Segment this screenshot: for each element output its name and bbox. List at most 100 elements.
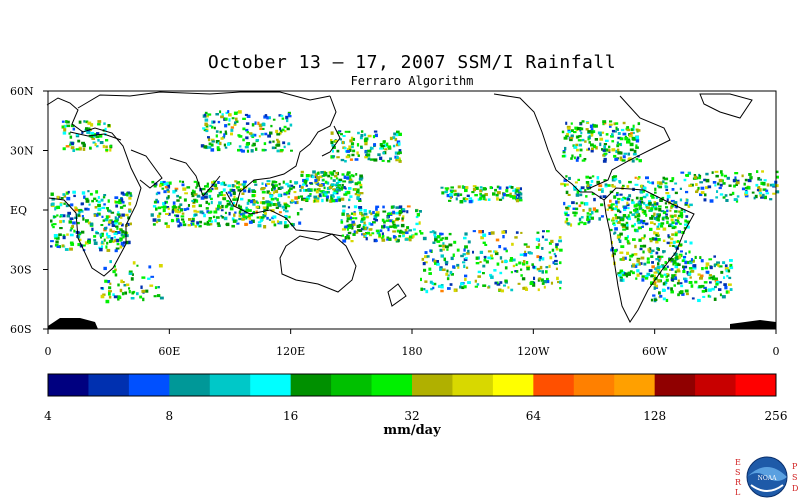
rain-pixel — [638, 205, 642, 208]
rain-pixel — [446, 248, 449, 251]
rain-pixel — [210, 148, 215, 152]
rain-pixel — [340, 158, 345, 162]
rain-pixel — [180, 208, 184, 212]
rain-pixel — [438, 244, 442, 248]
rain-pixel — [63, 125, 67, 128]
rain-pixel — [657, 265, 661, 269]
rain-pixel — [603, 179, 607, 182]
rain-pixel — [482, 284, 487, 287]
rain-pixel — [408, 238, 412, 242]
rain-pixel — [661, 196, 665, 200]
rain-pixel — [174, 187, 179, 190]
rain-pixel — [433, 233, 436, 237]
rain-pixel — [277, 193, 281, 198]
rain-pixel — [641, 210, 645, 213]
rain-pixel — [387, 160, 391, 163]
rain-pixel — [100, 232, 104, 236]
rain-pixel — [618, 239, 622, 244]
rain-pixel — [648, 200, 652, 203]
rain-pixel — [335, 177, 339, 180]
rain-pixel — [573, 131, 577, 134]
rain-pixel — [78, 210, 81, 214]
rain-pixel — [699, 181, 704, 184]
rain-pixel — [729, 259, 733, 262]
rain-pixel — [540, 278, 544, 282]
rain-pixel — [220, 209, 224, 212]
rain-pixel — [680, 171, 685, 174]
rain-pixel — [578, 143, 583, 147]
rain-pixel — [736, 179, 740, 183]
rain-pixel — [499, 256, 503, 260]
rain-pixel — [552, 261, 555, 265]
rain-pixel — [78, 120, 82, 124]
rain-pixel — [726, 176, 730, 180]
rain-pixel — [333, 174, 338, 178]
rain-pixel — [587, 131, 590, 135]
rain-pixel — [300, 186, 304, 189]
rain-pixel — [482, 264, 486, 268]
rain-pixel — [411, 235, 414, 239]
rain-pixel — [93, 241, 98, 245]
rain-pixel — [472, 230, 476, 233]
rain-pixel — [420, 232, 424, 235]
rain-pixel — [330, 139, 333, 142]
rain-pixel — [511, 242, 514, 246]
rain-pixel — [548, 264, 551, 268]
rain-pixel — [642, 190, 645, 193]
rain-pixel — [119, 206, 124, 209]
rain-pixel — [549, 256, 553, 260]
rain-pixel — [261, 122, 266, 127]
rain-pixel — [679, 282, 683, 285]
rain-pixel — [709, 199, 714, 203]
rain-pixel — [685, 292, 689, 296]
rain-pixel — [436, 235, 441, 239]
rain-pixel — [577, 139, 582, 142]
rain-pixel — [216, 146, 220, 150]
rain-pixel — [572, 211, 577, 214]
rain-pixel — [660, 265, 663, 268]
rain-pixel — [509, 257, 514, 261]
coast-europe-africa — [46, 97, 142, 277]
rain-pixel — [335, 172, 338, 175]
rain-pixel — [244, 113, 249, 117]
rain-pixel — [332, 145, 336, 149]
rain-pixel — [386, 212, 390, 216]
rain-pixel — [538, 258, 541, 262]
rain-pixel — [141, 276, 146, 279]
rain-pixel — [341, 212, 345, 216]
colorbar-tick-label: 64 — [526, 409, 542, 420]
rain-pixel — [724, 194, 728, 197]
rain-pixel — [704, 288, 708, 293]
rain-pixel — [611, 129, 616, 133]
rain-pixel — [381, 218, 385, 222]
rain-pixel — [356, 196, 360, 200]
rain-pixel — [82, 147, 86, 151]
rain-pixel — [157, 218, 160, 222]
rain-pixel — [496, 283, 501, 286]
rain-pixel — [633, 228, 637, 232]
rain-pixel — [543, 285, 546, 289]
rain-pixel — [621, 198, 624, 202]
rain-pixel — [673, 201, 678, 204]
rain-pixel — [628, 217, 631, 221]
rain-pixel — [632, 152, 637, 156]
rain-pixel — [287, 113, 290, 116]
rain-pixel — [658, 208, 662, 212]
rain-pixel — [163, 190, 167, 194]
rain-pixel — [88, 241, 91, 245]
rain-pixel — [354, 217, 358, 220]
rain-pixel — [340, 133, 343, 136]
rain-pixel — [743, 182, 746, 186]
rain-pixel — [227, 110, 230, 114]
rain-pixel — [514, 191, 517, 195]
rain-pixel — [56, 214, 59, 217]
rain-pixel — [114, 249, 118, 253]
rain-pixel — [316, 176, 320, 179]
rain-pixel — [121, 223, 124, 227]
rain-pixel — [623, 272, 626, 275]
rain-pixel — [569, 138, 573, 142]
rain-pixel — [617, 273, 622, 277]
rain-pixel — [679, 243, 683, 247]
rain-pixel — [500, 289, 505, 293]
rain-pixel — [479, 193, 482, 196]
